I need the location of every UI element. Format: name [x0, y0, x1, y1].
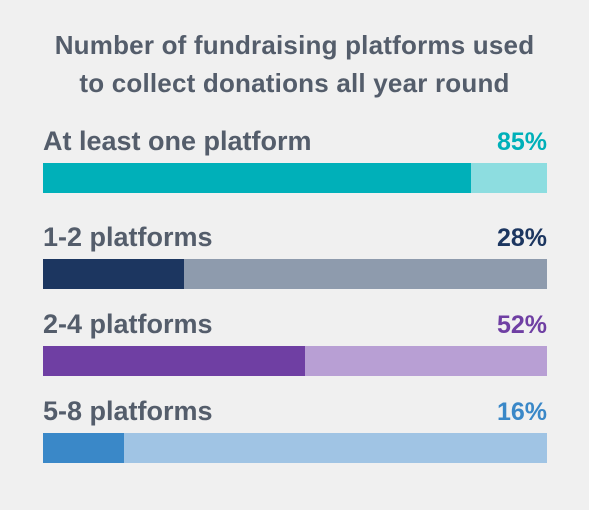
bar-label: 1-2 platforms	[43, 222, 213, 252]
bar-track	[43, 346, 547, 376]
bar-value-label: 28%	[496, 224, 547, 252]
bar-label: 5-8 platforms	[43, 396, 213, 426]
bar-row-at-least-one: At least one platform 85%	[43, 123, 547, 193]
bar-fill	[43, 433, 124, 463]
bar-label: At least one platform	[43, 126, 312, 156]
bar-label: 2-4 platforms	[43, 309, 213, 339]
chart-title-line-2: to collect donations all year round	[79, 68, 510, 98]
bar-track	[43, 163, 547, 193]
bar-row-5-8-platforms: 5-8 platforms 16%	[43, 393, 547, 463]
bar-track	[43, 259, 547, 289]
bar-track	[43, 433, 547, 463]
bar-row-2-4-platforms: 2-4 platforms 52%	[43, 306, 547, 376]
bar-value-label: 52%	[496, 311, 547, 339]
bar-fill	[43, 163, 471, 193]
bar-value-label: 85%	[496, 128, 547, 156]
bar-value-label: 16%	[496, 398, 547, 426]
chart-title: Number of fundraising platforms used to …	[0, 26, 589, 102]
bar-fill	[43, 259, 184, 289]
bar-fill	[43, 346, 305, 376]
chart-title-line-1: Number of fundraising platforms used	[54, 30, 535, 60]
bar-row-1-2-platforms: 1-2 platforms 28%	[43, 219, 547, 289]
